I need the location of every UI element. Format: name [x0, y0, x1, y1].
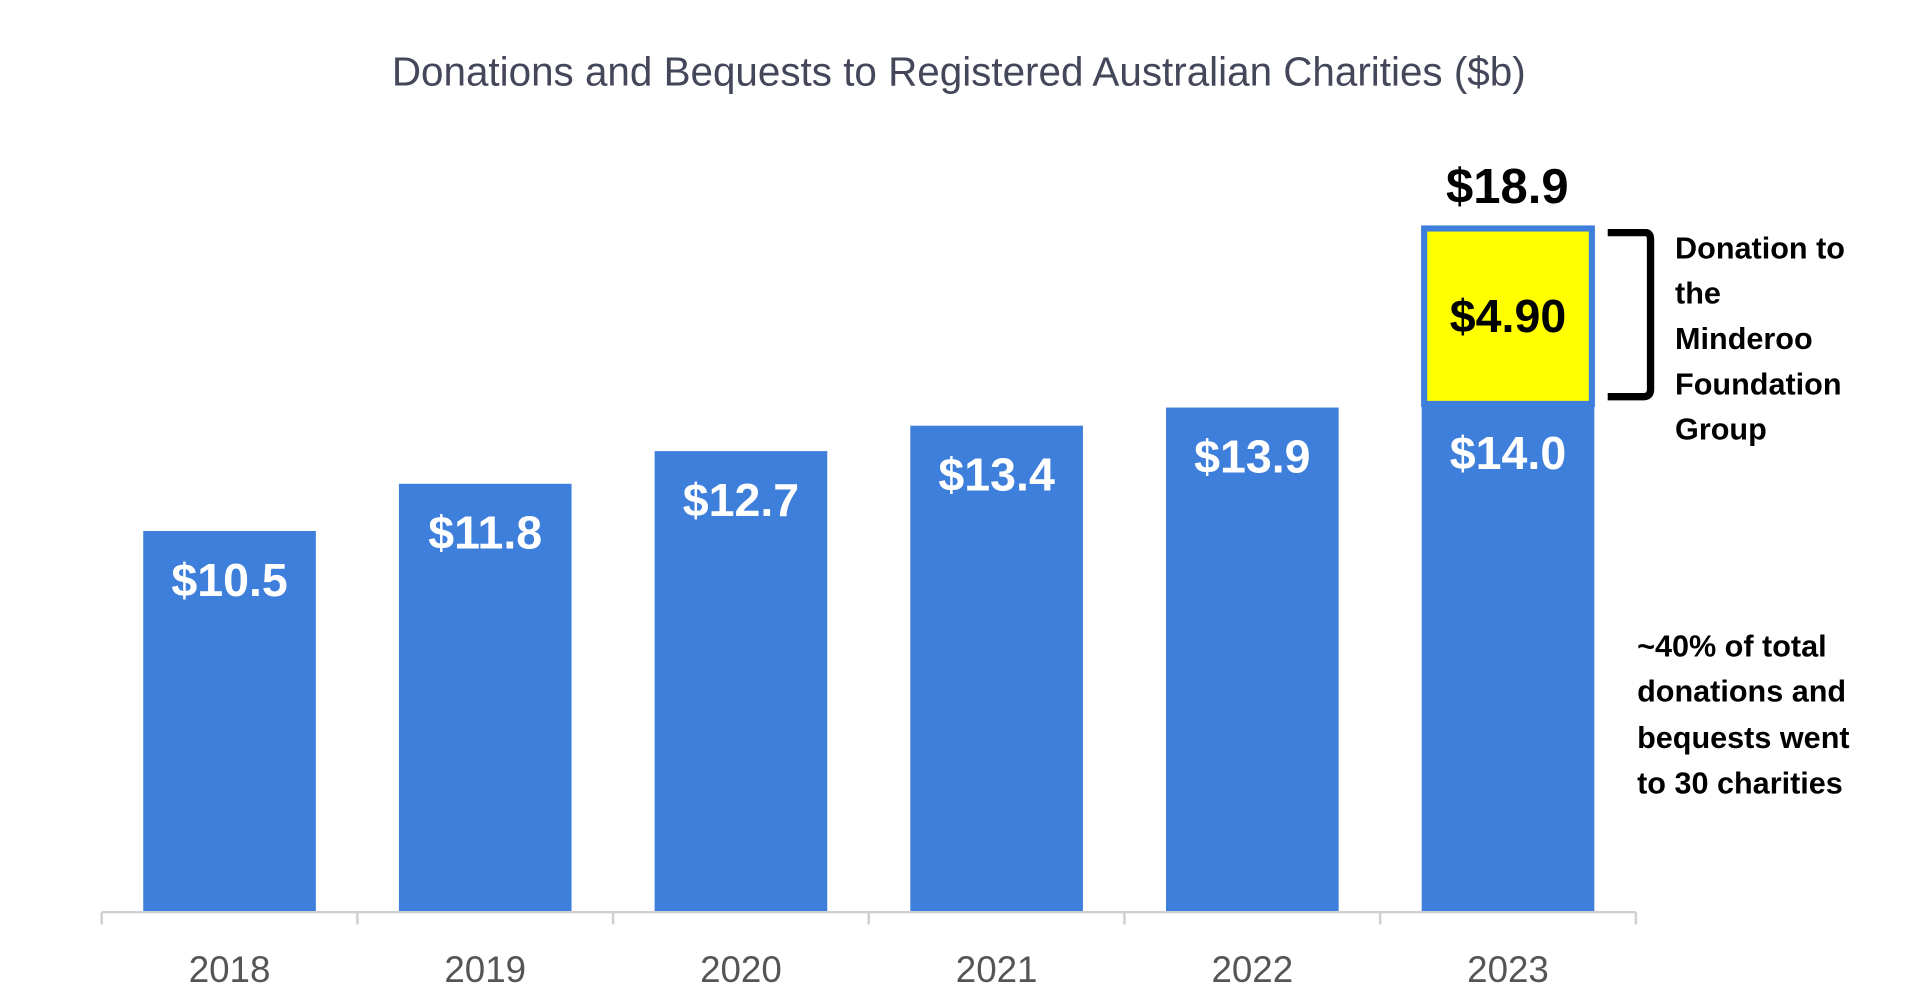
value-label-2020: $12.7 — [683, 474, 799, 526]
bar-2019 — [398, 483, 572, 913]
bracket-note-line: the — [1675, 277, 1721, 311]
bar-2021 — [910, 425, 1083, 913]
value-label-2023: $14.0 — [1450, 427, 1566, 479]
value-label-2019: $11.8 — [428, 507, 542, 559]
x-axis: 2018 2019 2020 2021 2022 2023 — [100, 910, 1638, 990]
bracket-note: Donation to the Minderoo Foundation Grou… — [1675, 231, 1845, 446]
x-tick-label: 2021 — [956, 949, 1038, 990]
highlight-label-2023: $4.90 — [1450, 290, 1566, 342]
side-note-line: ~40% of total — [1637, 629, 1827, 663]
side-note-line: donations and — [1637, 675, 1846, 709]
x-tick-label: 2019 — [444, 949, 526, 990]
x-tick-label: 2020 — [700, 949, 782, 990]
chart-title: Donations and Bequests to Registered Aus… — [392, 49, 1526, 95]
bar-2022 — [1166, 407, 1339, 913]
bracket-note-line: Foundation — [1675, 367, 1842, 401]
bracket-note-line: Group — [1675, 413, 1767, 447]
bracket — [1607, 228, 1655, 401]
value-label-2021: $13.4 — [938, 449, 1055, 501]
x-tick-label: 2023 — [1467, 949, 1549, 990]
side-note: ~40% of total donations and bequests wen… — [1637, 629, 1850, 800]
bars-group: $10.5 $11.8 $12.7 $13.4 $13.9 $14.0 $4.90 — [143, 225, 1595, 913]
value-label-2018: $10.5 — [171, 554, 287, 606]
bar-2018 — [143, 530, 316, 913]
value-label-2022: $13.9 — [1194, 430, 1310, 482]
highlight-bar-2023 — [1421, 225, 1595, 407]
x-tick-label: 2018 — [189, 949, 271, 990]
bar-2020 — [654, 451, 828, 913]
side-note-line: bequests went — [1637, 721, 1850, 755]
bracket-note-line: Donation to — [1675, 231, 1845, 265]
bracket-note-line: Minderoo — [1675, 322, 1813, 356]
total-label-2023: $18.9 — [1446, 160, 1569, 214]
bar-2023 — [1421, 403, 1595, 913]
side-note-line: to 30 charities — [1637, 766, 1843, 800]
x-tick-label: 2022 — [1211, 949, 1293, 990]
